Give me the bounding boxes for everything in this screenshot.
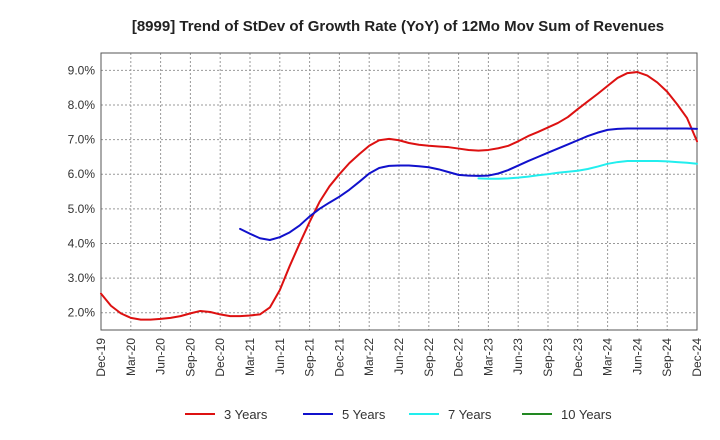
x-tick-label: Mar-22 xyxy=(362,338,376,376)
y-axis: 2.0% 3.0% 4.0% 5.0% 6.0% 7.0% 8.0% 9.0% xyxy=(68,63,96,319)
x-tick-label: Mar-24 xyxy=(601,338,615,376)
x-tick-label: Sep-22 xyxy=(422,338,436,377)
x-tick-label: Jun-23 xyxy=(511,338,525,375)
x-tick-label: Dec-24 xyxy=(690,338,704,377)
y-tick-label: 6.0% xyxy=(68,167,96,181)
x-tick-label: Dec-22 xyxy=(452,338,466,377)
legend-label: 10 Years xyxy=(561,407,612,422)
legend-label: 3 Years xyxy=(224,407,268,422)
x-tick-label: Dec-23 xyxy=(571,338,585,377)
x-tick-label: Mar-20 xyxy=(124,338,138,376)
x-tick-label: Jun-22 xyxy=(392,338,406,375)
legend-item: 10 Years xyxy=(522,407,612,422)
x-tick-label: Jun-24 xyxy=(630,338,644,375)
series-line-7-years xyxy=(477,160,698,180)
y-tick-label: 7.0% xyxy=(68,133,96,147)
y-tick-label: 8.0% xyxy=(68,98,96,112)
x-tick-label: Jun-20 xyxy=(154,338,168,375)
x-tick-label: Dec-19 xyxy=(94,338,108,377)
y-tick-label: 4.0% xyxy=(68,236,96,250)
y-tick-label: 9.0% xyxy=(68,63,96,77)
series-lines xyxy=(100,71,698,321)
legend-label: 5 Years xyxy=(342,407,386,422)
y-tick-label: 3.0% xyxy=(68,271,96,285)
x-tick-label: Sep-24 xyxy=(660,338,674,377)
legend: 3 Years 5 Years 7 Years 10 Years xyxy=(185,407,612,422)
legend-item: 5 Years xyxy=(303,407,386,422)
x-tick-label: Jun-21 xyxy=(273,338,287,375)
plot-frame xyxy=(100,52,698,331)
series-line-5-years xyxy=(239,127,698,241)
legend-item: 7 Years xyxy=(409,407,492,422)
y-tick-label: 5.0% xyxy=(68,202,96,216)
x-axis: Dec-19 Mar-20 Jun-20 Sep-20 Dec-20 Mar-21 Jun-… xyxy=(94,338,720,377)
x-tick-label: Sep-21 xyxy=(303,338,317,377)
y-tick-label: 2.0% xyxy=(68,306,96,320)
series-line-3-years xyxy=(100,71,698,321)
legend-item: 3 Years xyxy=(185,407,268,422)
x-tick-label: Mar-21 xyxy=(243,338,257,376)
x-tick-label: Dec-20 xyxy=(213,338,227,377)
legend-label: 7 Years xyxy=(448,407,492,422)
x-tick-label: Dec-21 xyxy=(332,338,346,377)
chart-title: [8999] Trend of StDev of Growth Rate (Yo… xyxy=(132,18,664,35)
x-tick-label: Mar-23 xyxy=(481,338,495,376)
x-tick-label: Sep-23 xyxy=(541,338,555,377)
x-tick-label: Sep-20 xyxy=(183,338,197,377)
grid xyxy=(100,53,698,330)
